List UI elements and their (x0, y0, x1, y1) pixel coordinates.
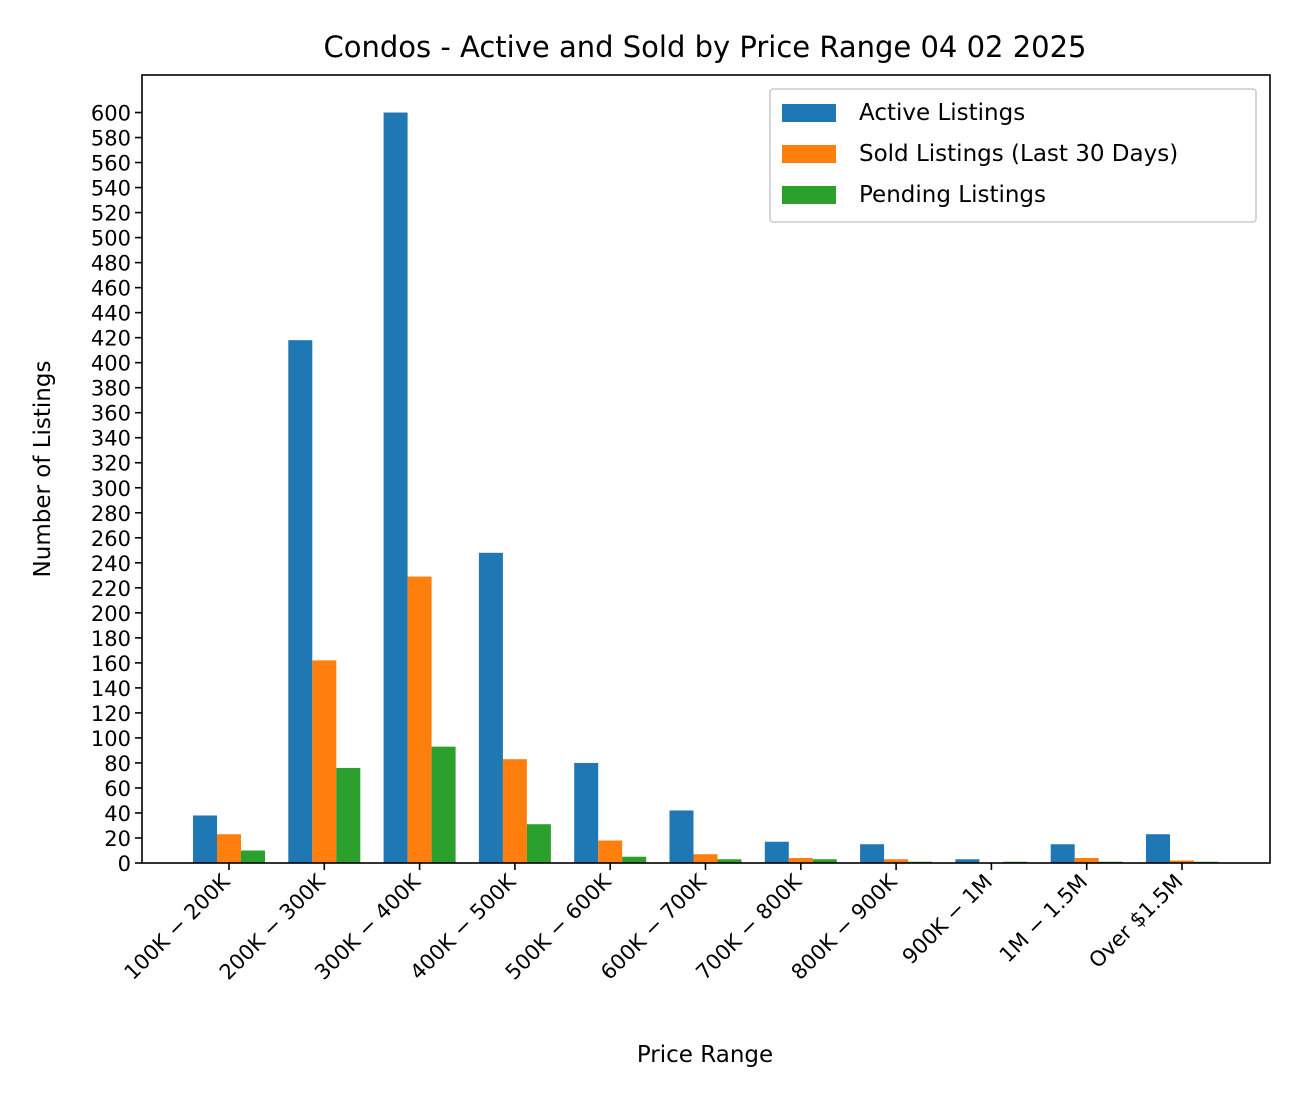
bar-sold-5 (693, 854, 718, 863)
y-tick-label-30: 600 (91, 102, 131, 126)
y-tick-label-28: 560 (91, 152, 131, 176)
bar-pending-1 (336, 767, 361, 863)
y-tick-label-29: 580 (91, 127, 131, 151)
bars-layer (193, 112, 1218, 864)
bar-active-5 (669, 810, 694, 863)
y-tick-label-1: 20 (104, 827, 131, 851)
bar-sold-10 (1170, 860, 1194, 863)
y-tick-label-8: 160 (91, 652, 131, 676)
y-tick-label-5: 100 (91, 727, 131, 751)
y-tick-label-3: 60 (104, 777, 131, 801)
y-tick-label-0: 0 (118, 852, 131, 876)
bar-active-0 (193, 815, 217, 863)
legend-swatch-0 (782, 104, 836, 122)
y-tick-label-10: 200 (91, 602, 131, 626)
bar-sold-7 (884, 859, 909, 863)
bar-pending-0 (241, 850, 265, 863)
y-tick-label-12: 240 (91, 552, 131, 576)
y-tick-label-20: 400 (91, 352, 131, 376)
legend-label-2: Pending Listings (859, 182, 1046, 208)
bar-active-3 (478, 552, 503, 863)
bar-sold-2 (407, 576, 432, 863)
y-tick-label-14: 280 (91, 502, 131, 526)
y-tick-label-24: 480 (91, 252, 131, 276)
y-tick-label-23: 460 (91, 277, 131, 301)
bar-sold-1 (312, 660, 337, 863)
y-tick-label-19: 380 (91, 377, 131, 401)
y-axis-label: Number of Listings (30, 361, 56, 578)
y-tick-label-16: 320 (91, 452, 131, 476)
y-tick-label-15: 300 (91, 477, 131, 501)
bar-pending-5 (717, 859, 742, 863)
bar-pending-6 (812, 859, 837, 863)
x-tick-label-8: 900K − 1M (898, 870, 997, 969)
bar-sold-0 (217, 834, 241, 863)
y-tick-label-2: 40 (104, 802, 131, 826)
bar-active-6 (764, 841, 789, 863)
y-tick-label-11: 220 (91, 577, 131, 601)
y-tick-label-7: 140 (91, 677, 131, 701)
y-tick-label-27: 540 (91, 177, 131, 201)
y-tick-label-9: 180 (91, 627, 131, 651)
bar-sold-6 (788, 857, 813, 863)
bar-active-10 (1146, 834, 1170, 863)
bar-sold-4 (598, 840, 623, 863)
legend-label-0: Active Listings (859, 100, 1025, 126)
y-tick-label-18: 360 (91, 402, 131, 426)
plot-frame (141, 74, 1271, 864)
y-tick-label-4: 80 (104, 752, 131, 776)
y-tick-label-6: 120 (91, 702, 131, 726)
y-tick-label-21: 420 (91, 327, 131, 351)
legend-swatch-2 (782, 186, 836, 204)
y-tick-label-26: 520 (91, 202, 131, 226)
bar-active-2 (383, 112, 408, 864)
bar-pending-2 (431, 746, 456, 863)
y-axis: 0204060801001201401601802002202402602803… (91, 102, 142, 876)
legend-label-1: Sold Listings (Last 30 Days) (859, 141, 1178, 167)
legend-swatch-1 (782, 145, 836, 163)
x-tick-label-10: Over $1.5M (1084, 870, 1187, 973)
chart-title: Condos - Active and Sold by Price Range … (324, 30, 1087, 64)
bar-active-4 (574, 762, 599, 863)
bar-active-9 (1050, 844, 1075, 863)
legend: Active Listings Sold Listings (Last 30 Da… (769, 88, 1257, 223)
bar-active-7 (860, 844, 885, 863)
bar-sold-3 (502, 759, 527, 863)
y-tick-label-22: 440 (91, 302, 131, 326)
y-tick-label-17: 340 (91, 427, 131, 451)
y-tick-label-25: 500 (91, 227, 131, 251)
x-axis-label: Price Range (637, 1042, 773, 1068)
x-tick-label-9: 1M − 1.5M (995, 870, 1093, 968)
bar-sold-9 (1074, 857, 1099, 863)
bar-active-1 (288, 340, 313, 864)
legend-box (769, 88, 1257, 223)
bar-pending-3 (526, 824, 551, 863)
y-tick-label-13: 260 (91, 527, 131, 551)
bar-active-8 (955, 859, 980, 863)
bar-pending-4 (622, 856, 647, 863)
